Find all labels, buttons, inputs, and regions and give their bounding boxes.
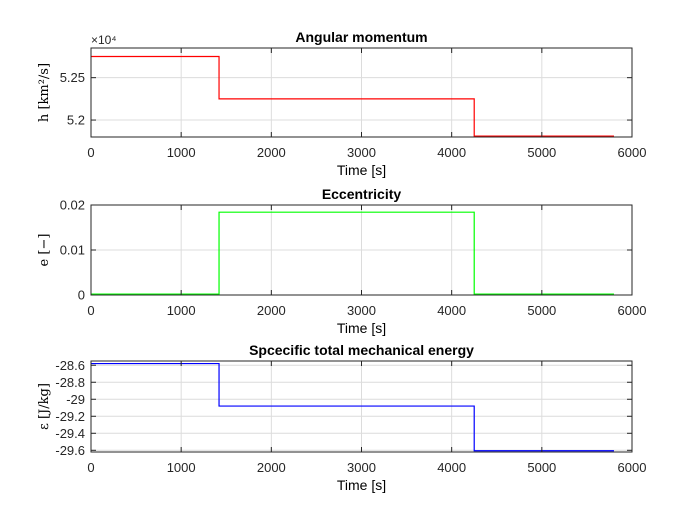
angular-momentum-series-line <box>91 55 614 137</box>
eccentricity-chart <box>90 204 633 296</box>
specific-energy-xtick-label: 6000 <box>618 460 647 475</box>
angular-momentum-xtick-label: 6000 <box>618 145 647 160</box>
eccentricity-xtick-label: 6000 <box>618 303 647 318</box>
eccentricity-xtick-label: 4000 <box>437 303 466 318</box>
angular-momentum-xtick-label: 1000 <box>167 145 196 160</box>
specific-energy-xtick-label: 2000 <box>257 460 286 475</box>
angular-momentum-title: Angular momentum <box>295 29 427 45</box>
angular-momentum-xlabel: Time [s] <box>337 162 386 178</box>
eccentricity-xlabel: Time [s] <box>337 320 386 336</box>
eccentricity-ytick-label: 0 <box>78 288 85 303</box>
angular-momentum-ylabel: h [km²/s] <box>37 63 52 122</box>
specific-energy-ytick-label: -29.6 <box>55 443 85 458</box>
specific-energy-ylabel: ε [J/kg] <box>37 383 52 430</box>
specific-energy-series-line <box>91 362 614 452</box>
angular-momentum-xtick-label: 5000 <box>527 145 556 160</box>
specific-energy-xtick-label: 3000 <box>347 460 376 475</box>
angular-momentum-ytick-label: 5.2 <box>67 113 85 128</box>
angular-momentum-ytick-label: 5.25 <box>60 70 85 85</box>
specific-energy-xtick-label: 5000 <box>527 460 556 475</box>
specific-energy-title: Spcecific total mechanical energy <box>249 342 474 358</box>
angular-momentum-y-multiplier: ×10⁴ <box>91 33 117 47</box>
angular-momentum-xtick-label: 3000 <box>347 145 376 160</box>
specific-energy-xtick-label: 0 <box>87 460 94 475</box>
angular-momentum-xtick-label: 2000 <box>257 145 286 160</box>
eccentricity-series-line <box>91 211 614 295</box>
specific-energy-ytick-label: -29.4 <box>55 426 85 441</box>
specific-energy-ytick-label: -28.8 <box>55 375 85 390</box>
specific-energy-ytick-label: -28.6 <box>55 358 85 373</box>
specific-energy-chart <box>90 360 633 453</box>
eccentricity-ytick-label: 0.02 <box>60 198 85 213</box>
eccentricity-xtick-label: 5000 <box>527 303 556 318</box>
specific-energy-xtick-label: 4000 <box>437 460 466 475</box>
eccentricity-xtick-label: 0 <box>87 303 94 318</box>
eccentricity-ytick-label: 0.01 <box>60 243 85 258</box>
specific-energy-xtick-label: 1000 <box>167 460 196 475</box>
eccentricity-title: Eccentricity <box>322 186 402 202</box>
angular-momentum-chart <box>90 47 633 138</box>
angular-momentum-xtick-label: 4000 <box>437 145 466 160</box>
specific-energy-ytick-label: -29 <box>66 392 85 407</box>
specific-energy-ytick-label: -29.2 <box>55 409 85 424</box>
eccentricity-xtick-label: 1000 <box>167 303 196 318</box>
angular-momentum-xtick-label: 0 <box>87 145 94 160</box>
eccentricity-xtick-label: 3000 <box>347 303 376 318</box>
eccentricity-xtick-label: 2000 <box>257 303 286 318</box>
eccentricity-ylabel: e [−] <box>37 234 52 267</box>
specific-energy-xlabel: Time [s] <box>337 477 386 493</box>
